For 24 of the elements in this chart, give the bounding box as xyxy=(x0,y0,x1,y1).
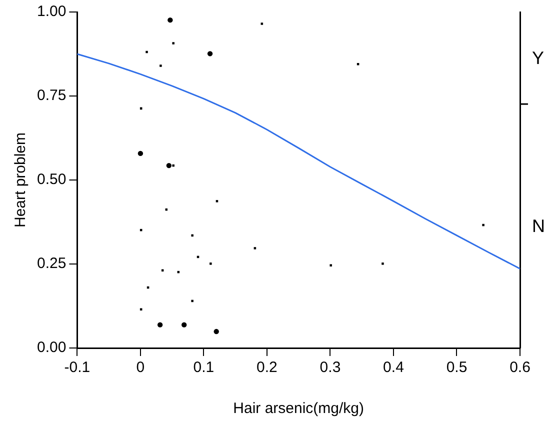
point xyxy=(138,150,144,156)
x-tick-label: 0.5 xyxy=(446,359,468,376)
y-tick-label: 0.50 xyxy=(36,171,66,188)
x-tick-label: 0.1 xyxy=(193,359,214,376)
point xyxy=(214,328,219,334)
x-tick-label: 0.4 xyxy=(383,359,404,376)
x-axis-title: Hair arsenic(mg/kg) xyxy=(233,400,364,418)
y-tick-label: 0.75 xyxy=(36,87,66,104)
y-tick-label: 0.00 xyxy=(36,339,66,356)
point xyxy=(207,51,213,56)
text: Y xyxy=(532,48,544,68)
point xyxy=(168,17,173,23)
x-tick-label: 0 xyxy=(136,359,145,376)
x-tick-label: -0.1 xyxy=(64,359,90,376)
x-tick-label: 0.3 xyxy=(320,359,341,376)
point xyxy=(166,162,172,168)
text: N xyxy=(532,216,545,236)
y-tick-label: 1.00 xyxy=(36,3,66,20)
x-tick-label: 0.2 xyxy=(256,359,278,376)
point xyxy=(182,322,187,328)
y-tick-label: 0.25 xyxy=(36,255,66,272)
y-axis-title: Heart problem xyxy=(12,132,30,228)
x-tick-label: 0.6 xyxy=(510,359,530,376)
point xyxy=(157,322,163,328)
